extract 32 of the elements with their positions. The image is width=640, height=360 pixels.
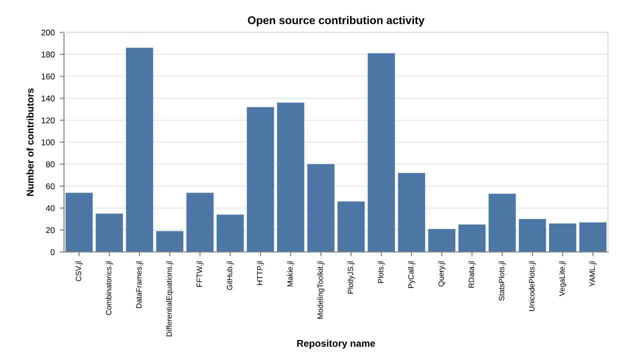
bar: [156, 231, 184, 252]
bar: [368, 53, 395, 252]
bar: [549, 223, 576, 252]
y-tick-label: 140: [42, 95, 55, 102]
bar: [518, 219, 546, 252]
bar: [338, 201, 365, 252]
x-axis-title: Repository name: [297, 340, 376, 349]
y-tick-label: 60: [46, 183, 55, 190]
y-tick-label: 100: [42, 139, 55, 146]
bar: [458, 224, 486, 252]
bar: [96, 214, 123, 252]
bar: [488, 194, 516, 252]
bar: [246, 107, 274, 252]
bar: [428, 228, 456, 252]
y-tick-label: 180: [42, 52, 55, 58]
chart-title: Open source contribution activity: [248, 16, 425, 26]
bar: [398, 172, 426, 252]
bar: [277, 102, 304, 252]
y-axis-title: Number of contributors: [26, 88, 34, 196]
bar: [186, 192, 214, 252]
y-tick-label: 40: [46, 205, 55, 212]
bar: [307, 164, 334, 252]
bar: [66, 192, 93, 252]
y-tick-label: 120: [42, 117, 55, 124]
y-tick-label: 200: [41, 30, 55, 36]
y-tick-label: 0: [50, 249, 55, 256]
bar: [579, 222, 606, 252]
y-tick-label: 80: [46, 161, 55, 168]
y-tick-label: 20: [46, 227, 55, 234]
y-tick-label: 160: [42, 74, 55, 80]
bar: [216, 214, 244, 252]
bar: [126, 48, 154, 252]
